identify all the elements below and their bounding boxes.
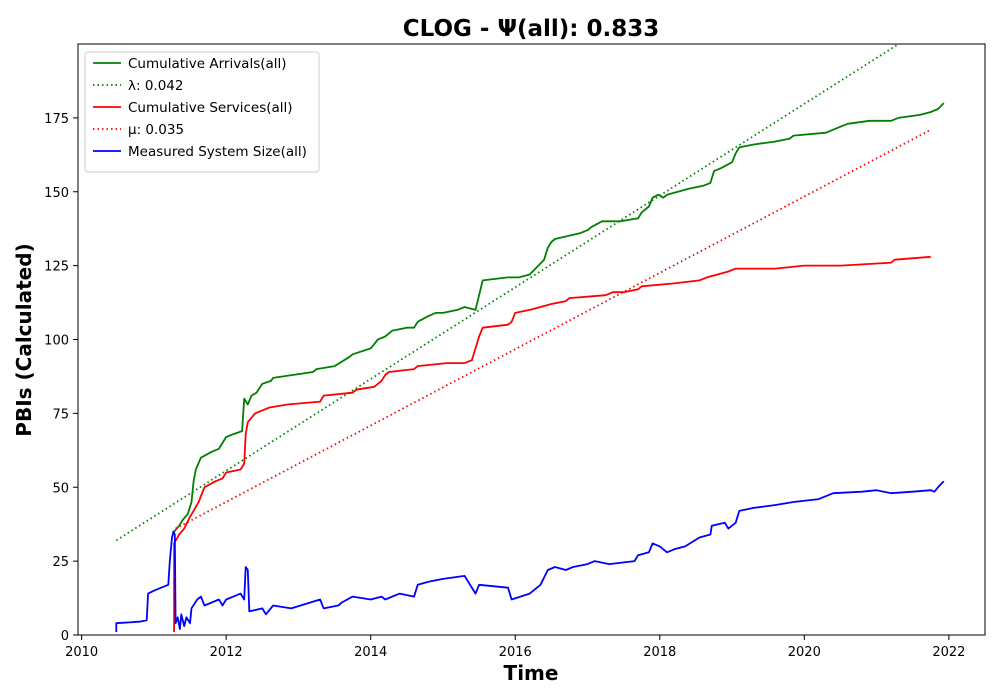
x-tick-label: 2020	[788, 645, 821, 660]
y-tick-label: 75	[52, 407, 69, 422]
x-tick-label: 2016	[499, 645, 532, 660]
y-tick-label: 125	[44, 260, 69, 275]
legend: Cumulative Arrivals(all) λ: 0.042 Cumulati…	[84, 51, 320, 173]
y-tick-label: 25	[52, 555, 69, 570]
x-axis-title: Time	[504, 661, 559, 685]
x-tick-label: 2022	[932, 645, 965, 660]
series-system-size-line	[115, 480, 945, 632]
series-mu-fit-line	[175, 128, 932, 530]
x-axis: 2010 2012 2014 2016 2018 2020 2022	[65, 635, 965, 660]
y-tick-label: 175	[44, 112, 69, 127]
y-tick-label: 50	[52, 481, 69, 496]
legend-label-mu-fit-line: μ: 0.035	[128, 122, 184, 138]
x-tick-label: 2014	[354, 645, 387, 660]
y-axis: 0 25 50 75 100 125 150 175	[44, 112, 78, 644]
x-tick-label: 2012	[210, 645, 243, 660]
y-tick-label: 0	[61, 629, 69, 644]
legend-label-arrivals-line: Cumulative Arrivals(all)	[128, 56, 287, 72]
plot-area	[77, 43, 986, 636]
x-tick-label: 2018	[643, 645, 676, 660]
y-tick-label: 150	[44, 186, 69, 201]
legend-box	[84, 51, 320, 173]
x-tick-label: 2010	[65, 645, 98, 660]
series-lambda-fit-line	[115, 44, 901, 542]
series-services-line	[173, 255, 931, 632]
legend-label-system-size-line: Measured System Size(all)	[128, 144, 307, 160]
y-tick-label: 100	[44, 334, 69, 349]
series-arrivals-line	[173, 102, 945, 533]
legend-label-lambda-fit-line: λ: 0.042	[128, 78, 183, 94]
y-axis-title: PBIs (Calculated)	[12, 243, 36, 436]
chart-title: CLOG - Ψ(all): 0.833	[403, 16, 660, 42]
legend-label-services-line: Cumulative Services(all)	[128, 100, 293, 116]
